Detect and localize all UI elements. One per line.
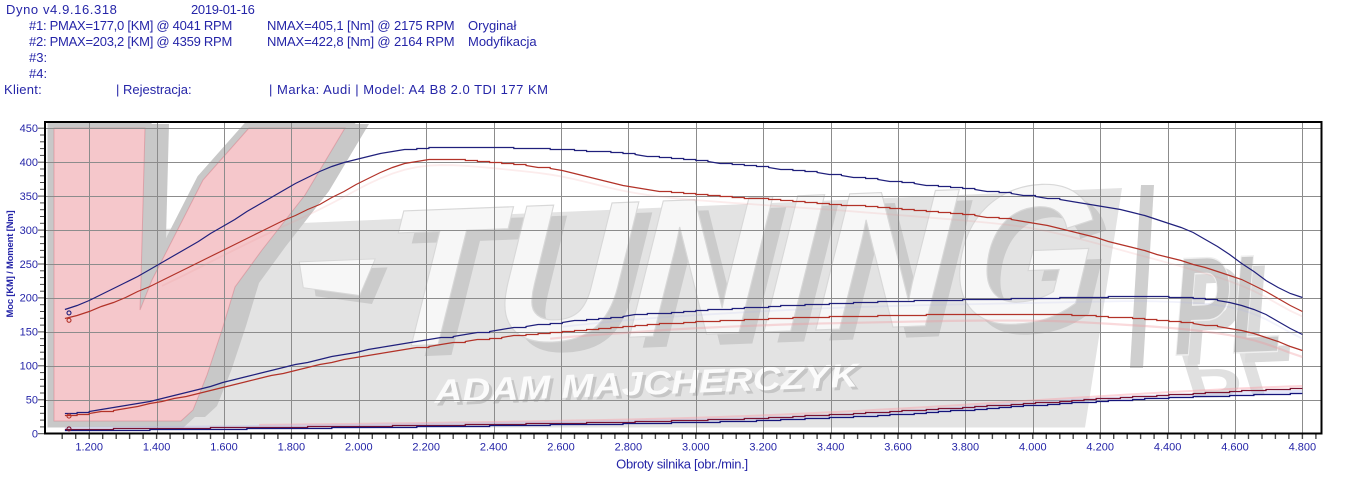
- svg-text:300: 300: [20, 225, 38, 237]
- svg-text:1.400: 1.400: [143, 442, 171, 454]
- svg-text:PL: PL: [1180, 337, 1293, 411]
- svg-text:150: 150: [20, 327, 38, 339]
- svg-text:Moc [KM] / Moment [Nm]: Moc [KM] / Moment [Nm]: [5, 210, 16, 317]
- svg-text:3.400: 3.400: [817, 442, 845, 454]
- svg-text:TUNING: TUNING: [375, 141, 1104, 389]
- svg-text:1.200: 1.200: [75, 442, 103, 454]
- svg-text:3.000: 3.000: [682, 442, 710, 454]
- svg-text:50: 50: [26, 395, 38, 407]
- svg-text:4.600: 4.600: [1221, 442, 1249, 454]
- svg-text:3.800: 3.800: [952, 442, 980, 454]
- svg-text:2.600: 2.600: [547, 442, 575, 454]
- svg-text:4.800: 4.800: [1289, 442, 1317, 454]
- svg-text:3.200: 3.200: [749, 442, 777, 454]
- svg-text:200: 200: [20, 293, 38, 305]
- svg-text:400: 400: [20, 157, 38, 169]
- svg-text:100: 100: [20, 361, 38, 373]
- svg-text:2.800: 2.800: [615, 442, 643, 454]
- svg-text:2.000: 2.000: [345, 442, 373, 454]
- svg-text:4.200: 4.200: [1086, 442, 1114, 454]
- svg-text:450: 450: [20, 123, 38, 135]
- svg-text:1.600: 1.600: [210, 442, 238, 454]
- svg-text:250: 250: [20, 259, 38, 271]
- svg-text:0: 0: [32, 429, 38, 441]
- svg-text:3.600: 3.600: [884, 442, 912, 454]
- svg-text:4.400: 4.400: [1154, 442, 1182, 454]
- svg-text:2.400: 2.400: [480, 442, 508, 454]
- svg-text:2.200: 2.200: [412, 442, 440, 454]
- svg-text:Obroty silnika [obr./min.]: Obroty silnika [obr./min.]: [616, 457, 748, 472]
- svg-text:PL: PL: [1181, 234, 1297, 395]
- svg-text:350: 350: [20, 191, 38, 203]
- svg-text:TUNING: TUNING: [388, 152, 1117, 400]
- svg-text:4.000: 4.000: [1019, 442, 1047, 454]
- svg-text:PL: PL: [1170, 224, 1286, 385]
- svg-text:1.800: 1.800: [278, 442, 306, 454]
